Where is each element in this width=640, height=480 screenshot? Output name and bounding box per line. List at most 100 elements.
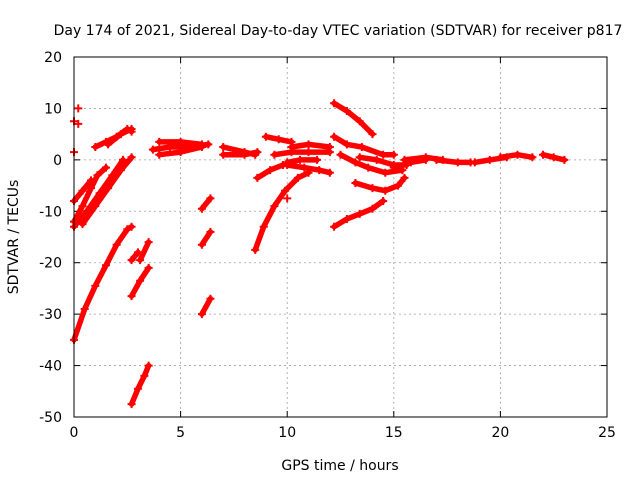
data-point xyxy=(133,248,142,257)
data-series-arc-24 xyxy=(284,162,333,176)
data-series-arc-11 xyxy=(137,239,152,263)
data-point xyxy=(206,227,215,236)
data-point xyxy=(140,371,149,380)
data-point xyxy=(78,220,87,229)
data-point xyxy=(295,155,304,164)
data-point xyxy=(127,256,136,265)
data-point xyxy=(219,150,228,159)
x-tick-label: 25 xyxy=(598,425,616,441)
data-point xyxy=(80,305,89,313)
y-tick-label: -30 xyxy=(39,307,62,323)
data-series-arc-27 xyxy=(331,100,376,137)
data-point xyxy=(400,155,409,164)
data-point xyxy=(270,150,279,159)
data-point xyxy=(351,158,360,167)
data-point xyxy=(112,240,121,249)
data-point xyxy=(513,150,522,159)
data-point xyxy=(355,153,364,162)
data-point xyxy=(261,132,270,141)
data-series-arc-17 xyxy=(199,195,214,212)
data-point xyxy=(176,148,185,157)
data-point xyxy=(379,150,388,159)
data-point xyxy=(421,153,430,162)
x-axis-label: GPS time / hours xyxy=(281,458,398,474)
data-point xyxy=(313,155,322,164)
data-point xyxy=(283,194,292,203)
data-point xyxy=(91,281,100,290)
data-point xyxy=(123,225,132,234)
data-point xyxy=(453,158,462,167)
data-point xyxy=(281,186,290,195)
data-point xyxy=(470,158,479,167)
data-point xyxy=(368,184,377,193)
data-point xyxy=(304,140,313,149)
data-point xyxy=(144,238,153,247)
data-point xyxy=(549,153,558,162)
data-point xyxy=(116,130,125,139)
data-point xyxy=(274,135,283,144)
data-point xyxy=(325,168,334,177)
data-point xyxy=(127,292,136,301)
data-point xyxy=(528,153,537,162)
data-point xyxy=(315,166,324,175)
data-point xyxy=(400,173,409,182)
data-point xyxy=(389,150,398,159)
data-series-arc-28 xyxy=(331,133,397,158)
data-point xyxy=(136,256,145,265)
data-point xyxy=(560,155,569,164)
data-point xyxy=(304,148,313,157)
data-point xyxy=(104,140,113,149)
data-point xyxy=(381,168,390,177)
data-point xyxy=(127,222,136,231)
x-tick-label: 0 xyxy=(70,425,79,441)
data-point xyxy=(91,202,100,211)
data-point xyxy=(259,222,268,231)
data-point xyxy=(74,104,83,113)
data-point xyxy=(116,166,125,175)
data-point xyxy=(266,166,275,175)
data-point xyxy=(379,197,388,205)
data-point xyxy=(101,163,110,172)
data-point xyxy=(197,310,206,319)
data-point xyxy=(101,261,110,270)
data-point xyxy=(78,186,87,195)
data-point xyxy=(127,153,136,162)
data-series-arc-35 xyxy=(433,157,474,166)
y-tick-label: 10 xyxy=(44,101,62,117)
data-series-arc-8 xyxy=(128,362,152,407)
data-point xyxy=(364,163,373,172)
data-series-arc-15 xyxy=(199,295,214,317)
data-point xyxy=(136,276,145,285)
data-point xyxy=(253,173,262,182)
data-point xyxy=(251,245,260,254)
data-series-arc-22 xyxy=(271,149,333,158)
data-point xyxy=(74,119,83,128)
y-tick-label: -50 xyxy=(39,410,62,426)
y-tick-label: -10 xyxy=(39,204,62,220)
data-point xyxy=(155,150,164,159)
data-point xyxy=(300,163,309,172)
data-point xyxy=(368,204,377,213)
data-point xyxy=(197,204,206,213)
chart-title: Day 174 of 2021, Sidereal Day-to-day VTE… xyxy=(54,23,623,39)
data-point xyxy=(336,150,345,159)
data-point xyxy=(176,137,185,146)
data-point xyxy=(293,173,302,182)
x-tick-label: 5 xyxy=(176,425,185,441)
data-point xyxy=(342,107,351,115)
data-point xyxy=(485,155,494,164)
data-point xyxy=(127,125,136,133)
y-tick-label: -40 xyxy=(39,359,62,375)
x-tick-label: 15 xyxy=(385,425,403,441)
data-point xyxy=(91,143,100,151)
data-point xyxy=(539,150,548,159)
data-series-arc-10 xyxy=(128,249,141,263)
data-point xyxy=(78,202,87,211)
data-point xyxy=(87,176,96,185)
data-point xyxy=(355,209,364,218)
data-point xyxy=(148,145,157,154)
data-point xyxy=(342,215,351,223)
data-point xyxy=(240,148,249,157)
data-point xyxy=(432,155,441,164)
data-point xyxy=(342,140,351,149)
